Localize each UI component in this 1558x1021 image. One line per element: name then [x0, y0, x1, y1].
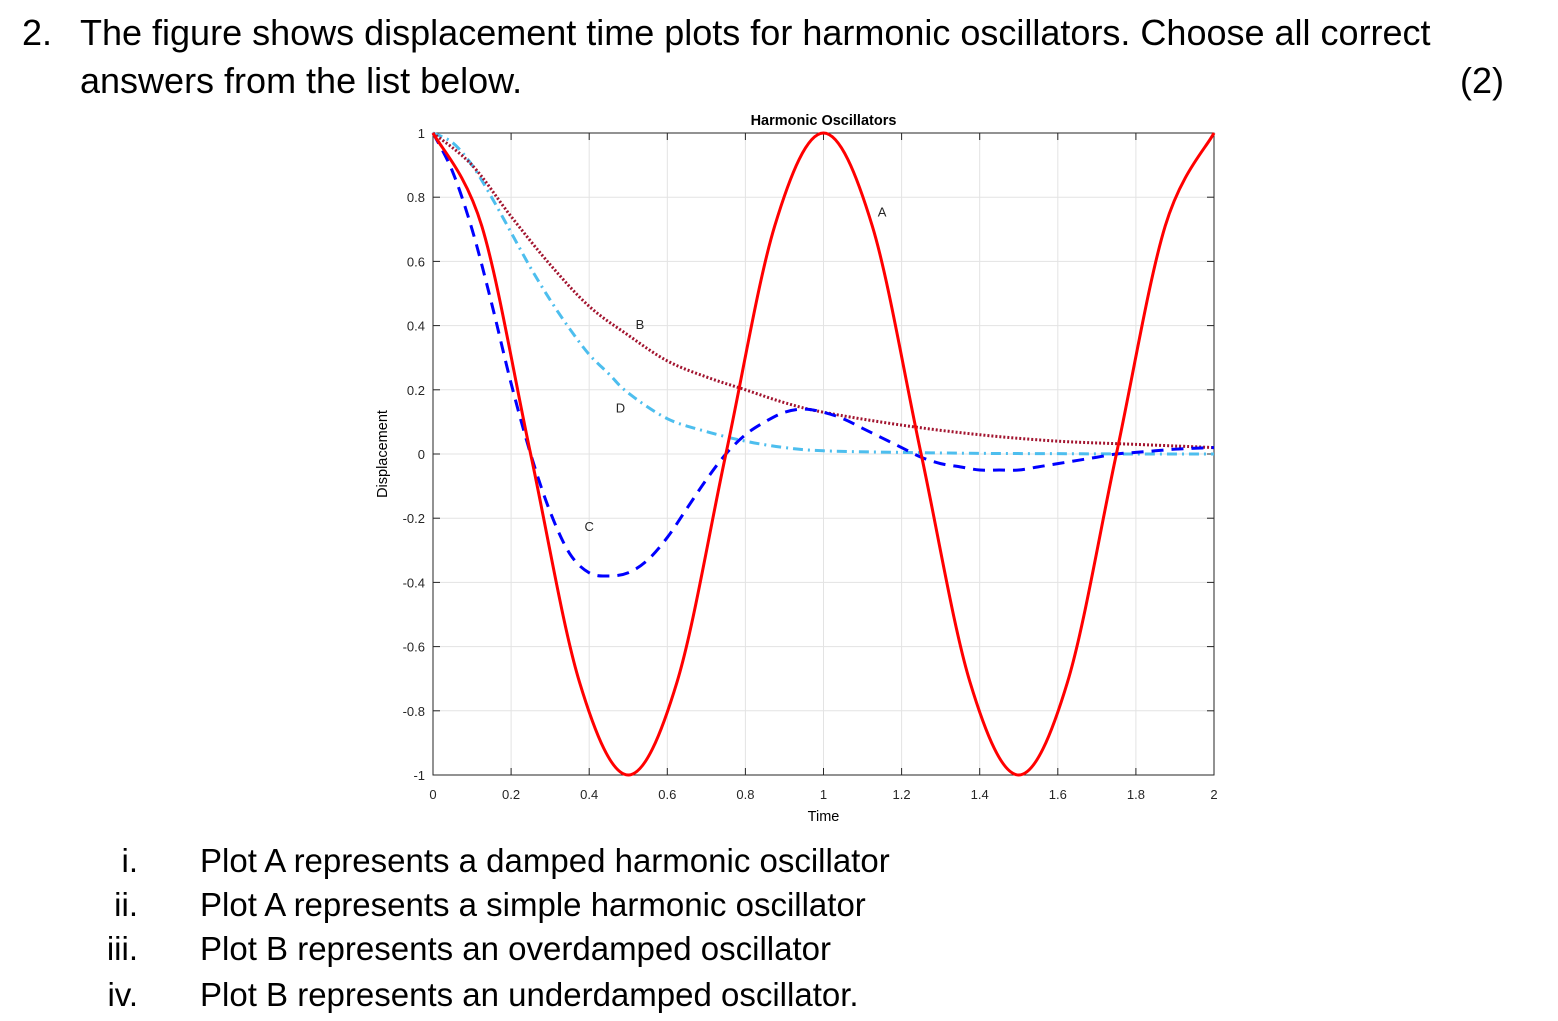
series-labels: D B C A [585, 204, 887, 534]
series-label-b: B [636, 317, 645, 332]
question-marks: (2) [1460, 60, 1504, 101]
y-tick-label: 0.2 [407, 383, 425, 398]
x-tick-label: 1.4 [971, 787, 989, 802]
series-line-d [432, 131, 1215, 456]
harmonic-oscillators-chart: 0 0.2 0.4 0.6 0.8 1 1.2 1.4 1.6 1.8 2 -1 -0.8 -0.6 -0.… [375, 113, 1218, 825]
series-line-a [431, 131, 1216, 777]
x-tick-label: 0 [429, 787, 436, 802]
series-line-b [432, 131, 1215, 450]
y-axis-label: Displacement [375, 410, 391, 498]
y-tick-label: 0.6 [407, 254, 425, 269]
x-tick-label: 0.8 [736, 787, 754, 802]
option-text: Plot A represents a damped harmonic osci… [200, 842, 890, 879]
y-tick-label: 1 [418, 126, 425, 141]
option-number: i. [121, 842, 139, 879]
y-tick-label: -0.8 [403, 704, 425, 719]
y-tick-label: -1 [413, 768, 425, 783]
option-text: Plot B represents an underdamped oscilla… [200, 976, 859, 1013]
y-tick-label: 0.4 [407, 319, 425, 334]
x-tick-label: 1 [820, 787, 827, 802]
option-number: iii. [106, 930, 138, 967]
series-line-c [431, 132, 1215, 578]
question-number: 2. [22, 12, 53, 53]
x-tick-label: 0.2 [502, 787, 520, 802]
x-axis-label: Time [808, 809, 840, 825]
y-tick-label: -0.4 [403, 575, 425, 590]
y-tick-label: -0.6 [403, 640, 425, 655]
x-tick-label: 2 [1210, 787, 1217, 802]
axes: 0 0.2 0.4 0.6 0.8 1 1.2 1.4 1.6 1.8 2 -1 -0.8 -0.6 -0.… [403, 126, 1218, 802]
grid-lines [432, 132, 1215, 776]
x-tick-label: 1.8 [1127, 787, 1145, 802]
question-text-line2: answers from the list below. [80, 60, 523, 101]
series-label-a: A [878, 204, 887, 219]
option-number: ii. [114, 886, 138, 923]
x-tick-label: 1.6 [1049, 787, 1067, 802]
chart-title: Harmonic Oscillators [751, 113, 897, 129]
y-tick-label: 0.8 [407, 190, 425, 205]
x-tick-label: 0.4 [580, 787, 598, 802]
series-lines [431, 131, 1216, 777]
series-label-c: C [585, 519, 594, 534]
y-tick-label: -0.2 [403, 511, 425, 526]
x-tick-label: 0.6 [658, 787, 676, 802]
question-text-line1: The figure shows displacement time plots… [80, 12, 1431, 53]
option-text: Plot B represents an overdamped oscillat… [200, 930, 831, 967]
x-tick-label: 1.2 [893, 787, 911, 802]
option-text: Plot A represents a simple harmonic osci… [200, 886, 866, 923]
series-label-d: D [616, 400, 625, 415]
y-tick-label: 0 [418, 447, 425, 462]
option-number: iv. [107, 976, 138, 1013]
